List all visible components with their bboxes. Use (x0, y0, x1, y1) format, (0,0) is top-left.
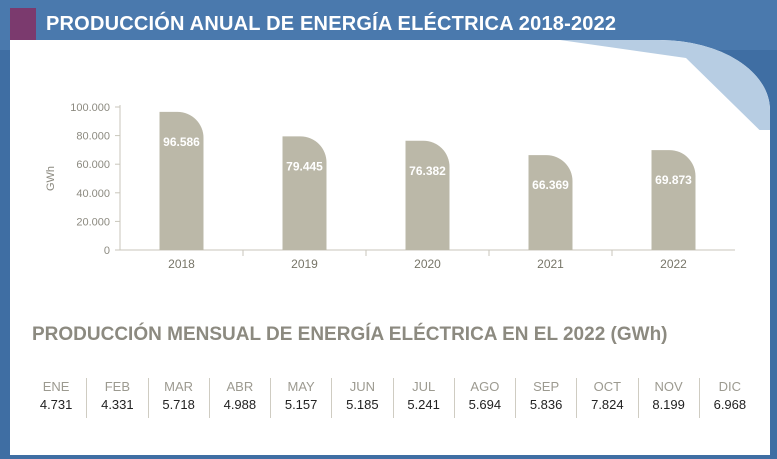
month-name: JUN (349, 379, 376, 394)
month-name: SEP (533, 379, 560, 394)
title-accent-block (10, 8, 36, 40)
month-name: NOV (654, 379, 683, 394)
month-cell: ABR 4.988 (208, 378, 270, 418)
month-name: MAR (164, 379, 194, 394)
month-value: 5.718 (162, 397, 195, 412)
annual-bar-chart: 0 20.000 40.000 60.000 80.000 100.000 GWh 96.58… (45, 102, 735, 271)
bar-value-label: 79.445 (286, 159, 323, 173)
y-tick-label: 60.000 (76, 159, 110, 171)
bar-2022 (651, 150, 696, 250)
y-tick-label: 100.000 (70, 102, 110, 114)
month-cell: DIC 6.968 (698, 378, 760, 418)
bar-2021 (528, 155, 573, 250)
month-cell: JUN 5.185 (331, 378, 392, 418)
bar-value-label: 66.369 (532, 178, 569, 192)
month-value: 4.988 (223, 397, 257, 412)
month-cell: MAR 5.718 (147, 378, 209, 418)
y-tick-label: 0 (104, 245, 110, 257)
month-name: AGO (470, 379, 500, 394)
month-cell: AGO 5.694 (453, 378, 515, 418)
month-value: 5.836 (529, 397, 563, 412)
y-tick-label: 80.000 (76, 131, 110, 143)
month-cell: JUL 5.241 (392, 378, 454, 418)
bar-2020 (405, 140, 450, 250)
month-name: ABR (226, 379, 254, 394)
x-tick-label: 2020 (414, 257, 441, 271)
bar-value-label: 96.586 (163, 135, 200, 149)
x-tick-label: 2019 (291, 257, 318, 271)
y-axis-title: GWh (45, 166, 57, 191)
bar-value-label: 76.382 (409, 164, 446, 178)
bar-value-label: 69.873 (655, 173, 692, 187)
monthly-section-title: PRODUCCIÓN MENSUAL DE ENERGÍA ELÉCTRICA … (32, 324, 668, 345)
month-name: MAY (287, 379, 315, 394)
y-tick-label: 40.000 (76, 188, 110, 200)
bar-2018 (159, 111, 204, 250)
bar-2019 (282, 136, 327, 250)
month-name: JUL (412, 379, 436, 394)
month-value: 5.185 (346, 397, 379, 412)
month-value: 4.331 (101, 397, 134, 412)
month-cell: OCT 7.824 (576, 378, 637, 418)
month-value: 5.157 (284, 397, 318, 412)
x-tick-label: 2022 (660, 257, 687, 271)
page-title: PRODUCCIÓN ANUAL DE ENERGÍA ELÉCTRICA 20… (46, 13, 617, 35)
month-cell: FEB 4.331 (86, 378, 147, 418)
month-cell: SEP 5.836 (515, 378, 576, 418)
month-name: ENE (42, 379, 70, 394)
month-value: 5.241 (407, 397, 440, 412)
month-cell: MAY 5.157 (270, 378, 331, 418)
x-tick-label: 2021 (537, 257, 564, 271)
month-value: 5.694 (468, 397, 502, 412)
month-name: DIC (718, 379, 742, 394)
month-name: FEB (104, 379, 131, 394)
month-value: 6.968 (713, 397, 747, 412)
content-card (10, 40, 770, 455)
month-value: 8.199 (652, 397, 685, 412)
x-tick-label: 2018 (168, 257, 195, 271)
y-tick-label: 20.000 (76, 216, 110, 228)
month-cell: NOV 8.199 (637, 378, 699, 418)
month-cell: ENE 4.731 (26, 378, 86, 418)
month-value: 4.731 (39, 397, 73, 412)
month-value: 7.824 (591, 397, 624, 412)
monthly-table: ENE 4.731 FEB 4.331 MAR 5.718 ABR 4.988 MAY 5.157… (26, 378, 760, 418)
month-name: OCT (593, 379, 622, 394)
